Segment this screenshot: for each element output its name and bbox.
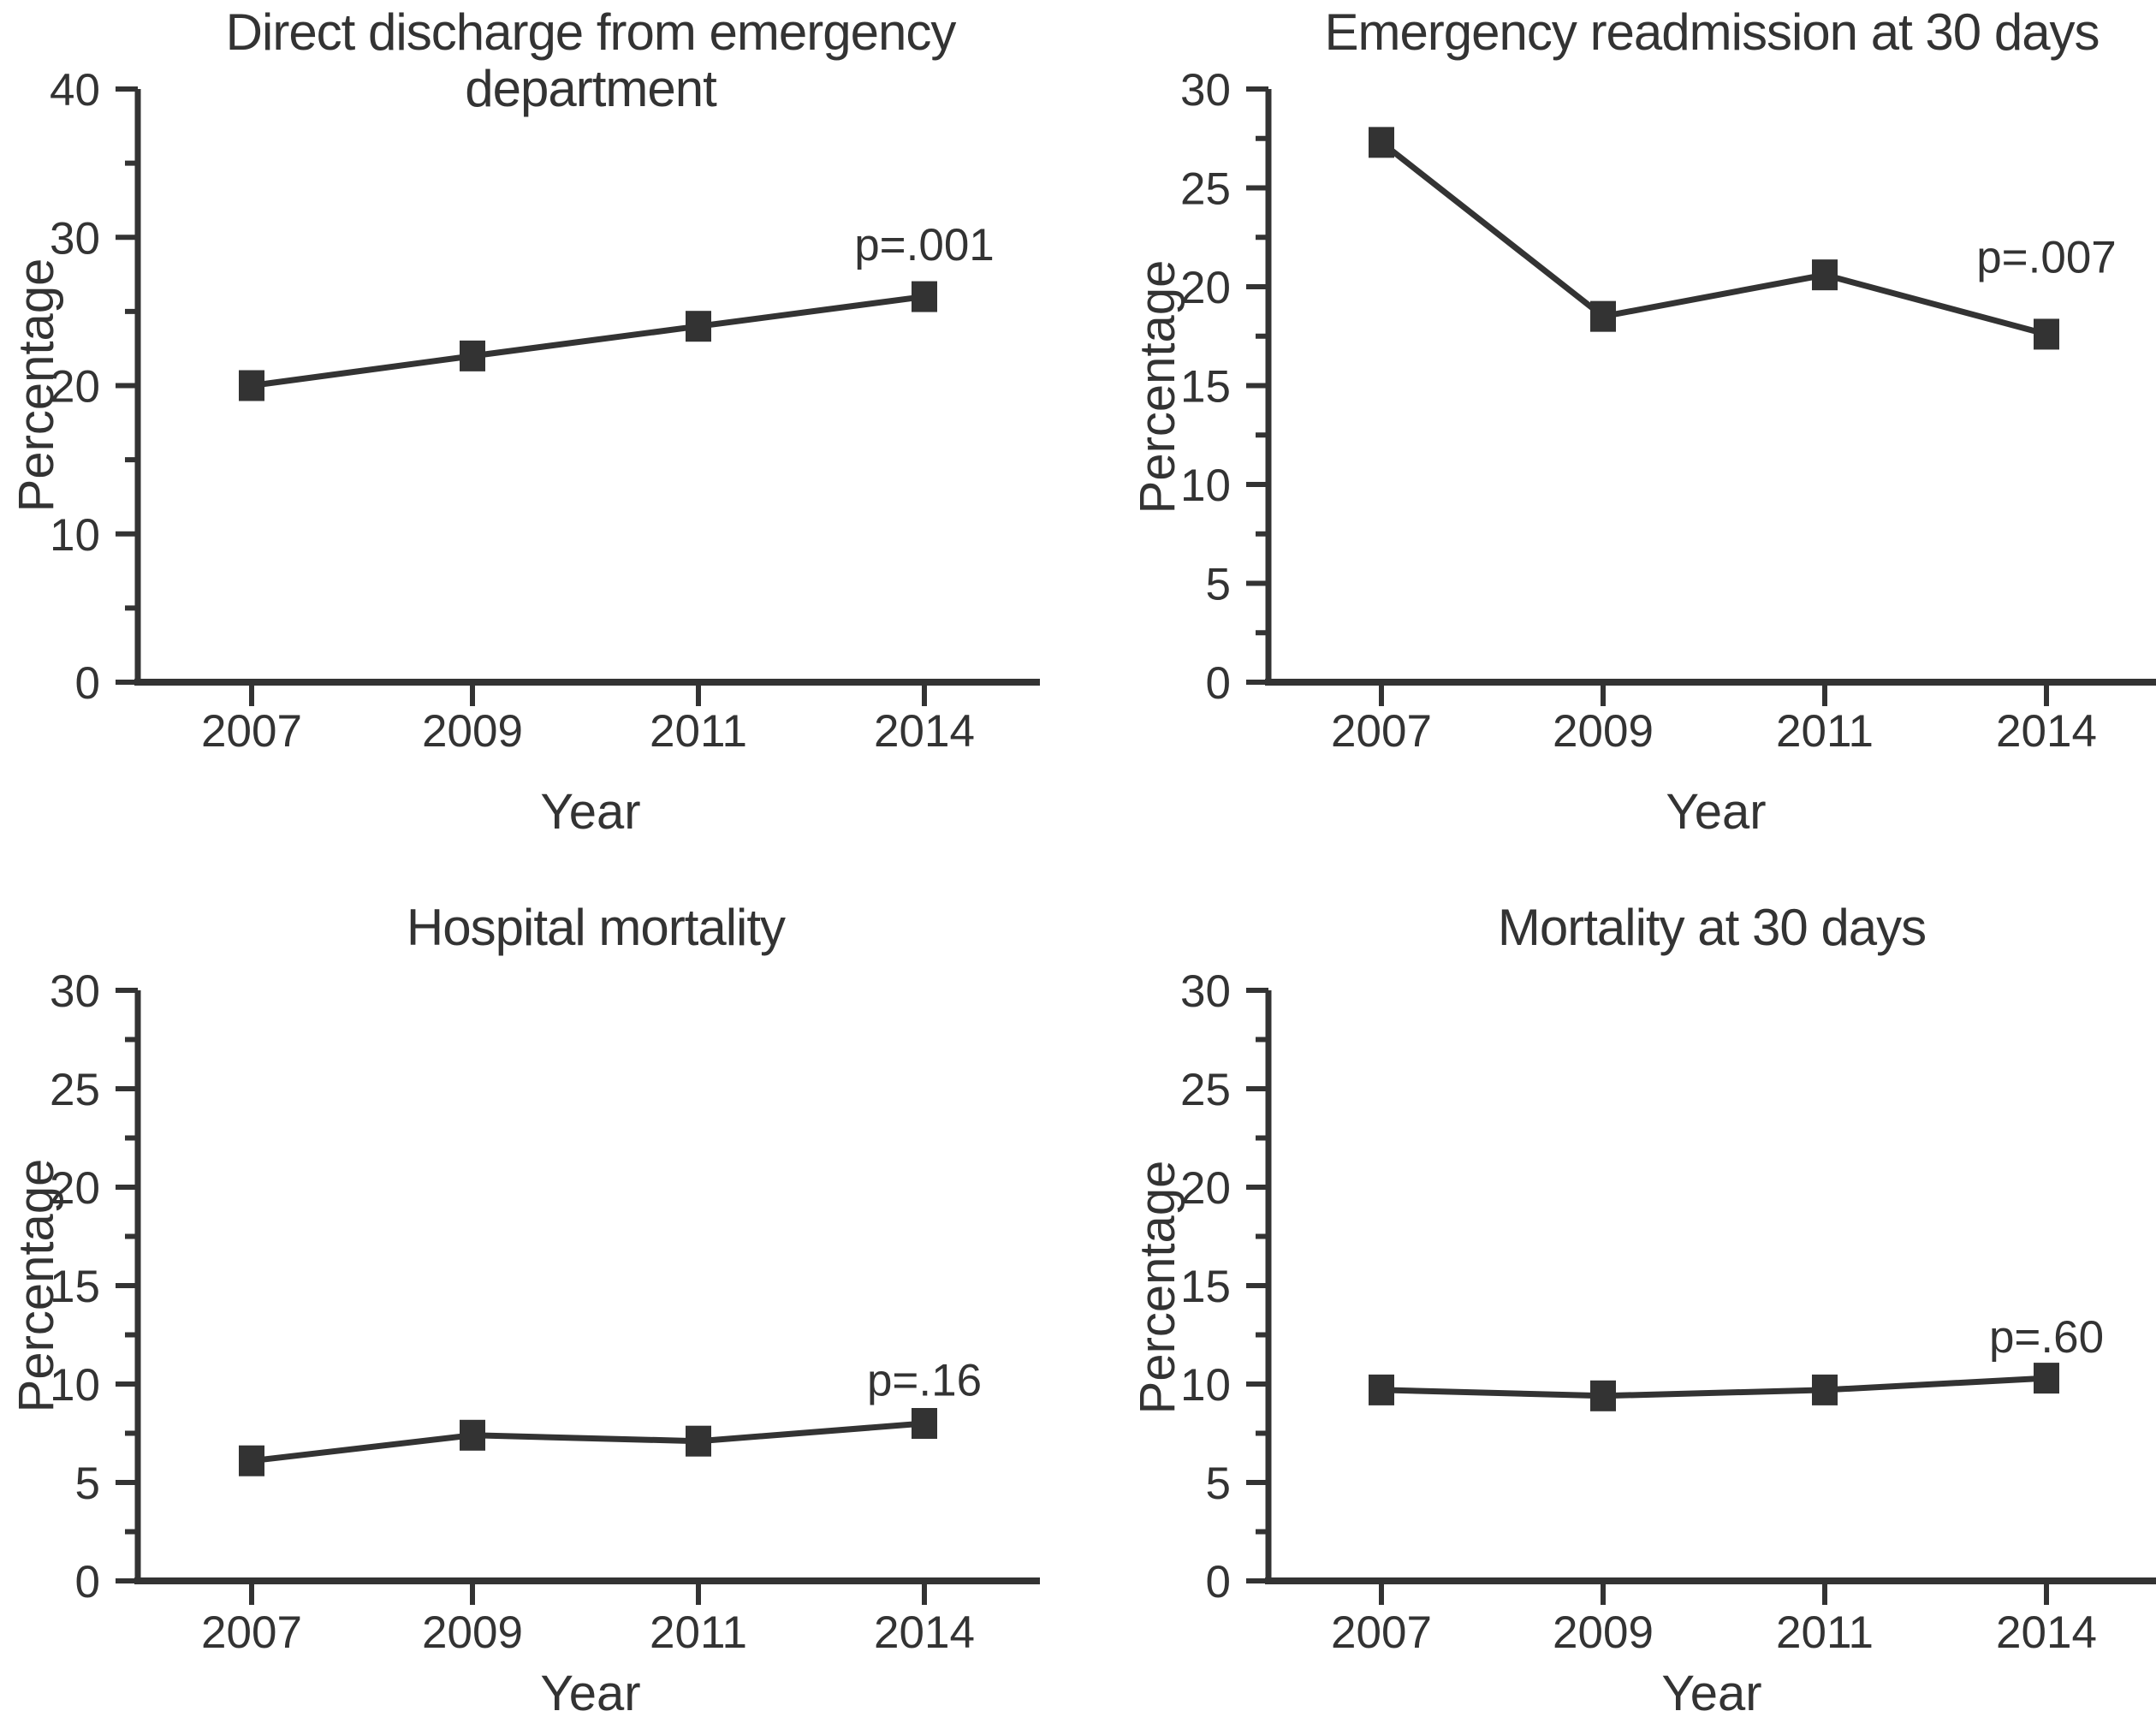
x-tick-label: 2007 [201, 1607, 302, 1658]
data-point-marker [1590, 300, 1616, 332]
chart-mortality-at-30-days: 0 5 10 15 20 25 30 2007 2009 2011 2014 p=.60 [1180, 966, 2156, 1658]
y-tick-label: 10 [1180, 1360, 1231, 1411]
data-point-marker [460, 340, 485, 371]
y-tick-label: 20 [50, 1163, 100, 1214]
y-tick-label: 0 [75, 658, 100, 709]
chart-title: Mortality at 30 days [1498, 899, 1926, 956]
y-tick-label: 30 [50, 966, 100, 1017]
y-tick-label: 10 [50, 1360, 100, 1411]
data-point-marker [1369, 127, 1394, 158]
data-point-marker [686, 1425, 711, 1457]
y-axis-label: Percentage [1130, 260, 1185, 514]
y-tick-label: 30 [1180, 966, 1231, 1017]
x-tick-label: 2011 [650, 1607, 747, 1658]
data-point-marker [2034, 318, 2059, 350]
x-axis-label: Year [540, 784, 640, 840]
data-point-marker [239, 370, 264, 401]
chart-title: Hospital mortality [407, 899, 786, 956]
data-point-marker [1590, 1380, 1616, 1411]
x-tick-label: 2014 [1996, 706, 2097, 757]
y-tick-label: 40 [50, 65, 100, 116]
y-tick-label: 20 [1180, 263, 1231, 313]
series-line [251, 294, 925, 389]
chart-emergency-readmission-at-30-days: 0 5 10 15 20 25 30 2007 2009 2011 2014 p=.007 [1180, 65, 2156, 757]
p-value-label: p=.001 [854, 220, 995, 270]
series-line [251, 1420, 925, 1464]
x-tick-label: 2014 [874, 1607, 975, 1658]
y-tick-label: 10 [1180, 460, 1231, 511]
data-point-marker [686, 311, 711, 342]
x-tick-label: 2007 [1331, 1607, 1432, 1658]
x-tick-label: 2011 [1776, 1607, 1874, 1658]
x-tick-label: 2007 [201, 706, 302, 757]
y-tick-label: 15 [50, 1262, 100, 1312]
data-point-marker [1369, 1374, 1394, 1405]
chart-title: Direct discharge from emergency [226, 3, 957, 61]
x-tick-label: 2009 [422, 706, 523, 757]
chart-title: department [465, 60, 717, 117]
x-axis-label: Year [1666, 784, 1766, 840]
y-axis-label: Percentage [9, 258, 64, 513]
series-line [1381, 1375, 2047, 1399]
x-axis-label: Year [540, 1666, 640, 1717]
x-tick-label: 2009 [1553, 1607, 1654, 1658]
y-tick-label: 30 [50, 213, 100, 264]
y-tick-label: 0 [75, 1557, 100, 1607]
y-tick-label: 30 [1180, 65, 1231, 116]
y-axis-label: Percentage [1130, 1161, 1185, 1415]
y-tick-label: 0 [1206, 1557, 1231, 1607]
y-tick-label: 25 [1180, 164, 1231, 215]
y-tick-label: 5 [1206, 560, 1231, 610]
y-tick-label: 25 [1180, 1065, 1231, 1115]
data-point-marker [239, 1445, 264, 1476]
x-tick-label: 2011 [650, 706, 747, 757]
p-value-label: p=.60 [1989, 1312, 2104, 1363]
y-tick-label: 0 [1206, 658, 1231, 709]
y-axis-label: Percentage [9, 1159, 64, 1413]
chart-hospital-mortality: 0 5 10 15 20 25 30 2007 2009 2011 2014 p=.16 [50, 966, 1040, 1658]
y-tick-label: 5 [75, 1459, 100, 1509]
y-tick-label: 20 [50, 362, 100, 413]
data-point-marker [912, 281, 937, 312]
y-tick-label: 15 [1180, 362, 1231, 413]
p-value-label: p=.16 [867, 1355, 982, 1405]
data-point-marker [1812, 1374, 1838, 1405]
text-layer: Direct discharge from emergency departme… [9, 3, 2100, 1717]
y-tick-label: 10 [50, 510, 100, 561]
y-tick-label: 20 [1180, 1163, 1231, 1214]
y-tick-label: 15 [1180, 1262, 1231, 1312]
y-tick-label: 25 [50, 1065, 100, 1115]
x-tick-label: 2014 [874, 706, 975, 757]
x-tick-label: 2007 [1331, 706, 1432, 757]
data-point-marker [2034, 1363, 2059, 1394]
plots-layer: 0 10 20 30 40 2007 2009 2011 2014 p=.001 0 5 10 15 20 2… [50, 65, 2156, 1658]
chart-title: Emergency readmission at 30 days [1324, 3, 2099, 61]
p-value-label: p=.007 [1976, 232, 2117, 282]
data-point-marker [1812, 259, 1838, 291]
chart-direct-discharge-from-emergency-department: 0 10 20 30 40 2007 2009 2011 2014 p=.001 [50, 65, 1040, 757]
x-tick-label: 2009 [422, 1607, 523, 1658]
x-axis-label: Year [1661, 1666, 1761, 1717]
x-tick-label: 2014 [1996, 1607, 2097, 1658]
x-tick-label: 2009 [1553, 706, 1654, 757]
x-tick-label: 2011 [1776, 706, 1874, 757]
data-point-marker [460, 1419, 485, 1451]
y-tick-label: 5 [1206, 1459, 1231, 1509]
data-point-marker [912, 1408, 937, 1439]
series-line [1379, 140, 2047, 337]
